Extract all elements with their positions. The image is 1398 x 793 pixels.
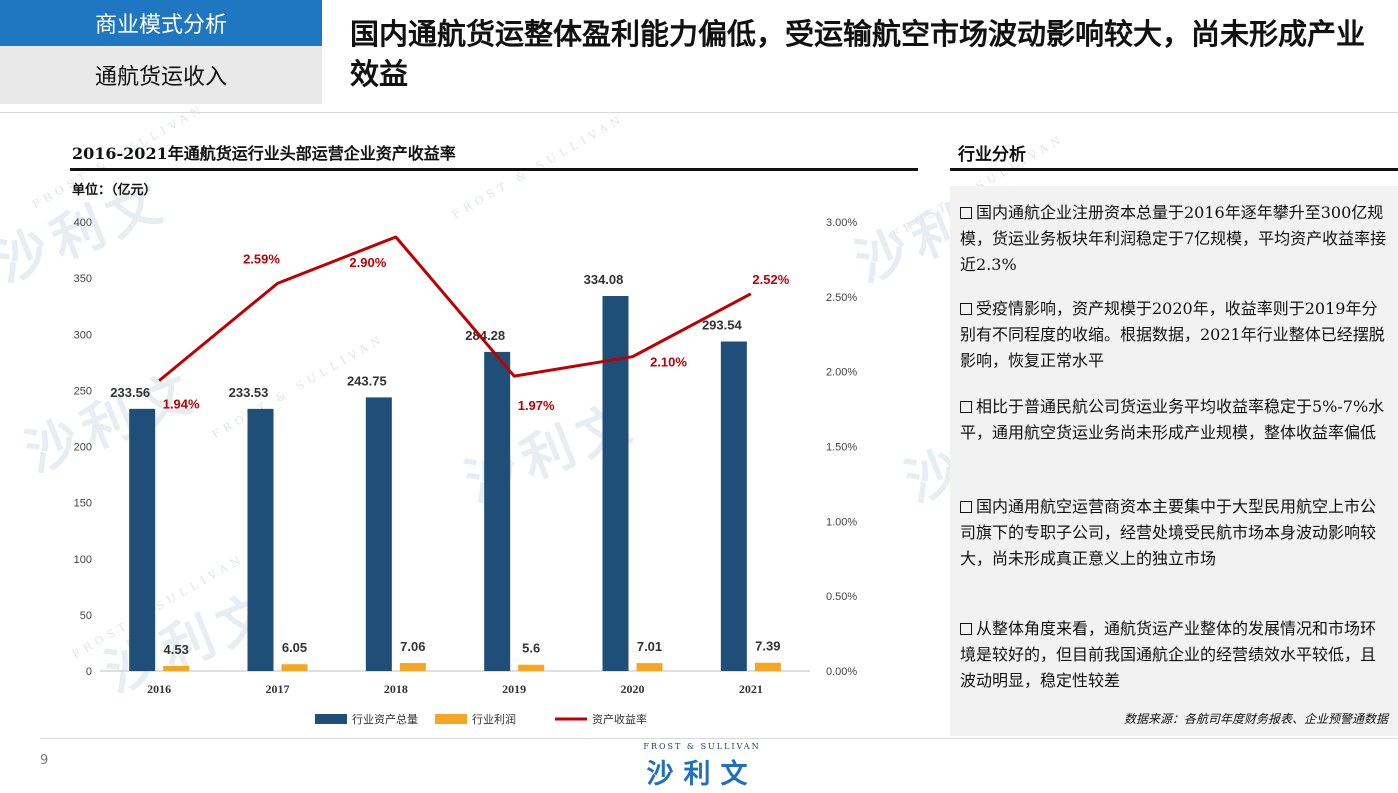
line-data-label: 1.97% (518, 398, 555, 413)
legend-label: 行业利润 (472, 712, 516, 726)
y-right-tick-label: 2.00% (826, 367, 857, 379)
checkbox-icon (960, 401, 972, 413)
line-data-label: 2.10% (650, 355, 687, 370)
checkbox-icon (960, 501, 972, 513)
chart-unit-label: 单位：（亿元） (72, 183, 157, 198)
sub-section-tag: 通航货运收入 (0, 46, 322, 104)
bar (281, 664, 308, 671)
bar (636, 663, 663, 671)
y-right-tick-label: 2.50% (826, 292, 857, 304)
y-left-tick-label: 0 (86, 666, 92, 678)
bar (754, 662, 781, 671)
data-source: 数据来源：各航司年度财务报表、企业预警通数据 (1123, 712, 1388, 726)
bar-data-label: 5.6 (522, 641, 540, 656)
footer-divider (40, 738, 1398, 739)
bar-data-label: 233.56 (110, 385, 150, 400)
x-tick-label: 2018 (384, 682, 408, 696)
bar (399, 663, 426, 671)
section-tag: 商业模式分析 (0, 0, 322, 46)
analysis-bullet-text: 从整体角度来看，通航货运产业整体的发展情况和市场环境是较好的，但目前我国通航企业… (960, 619, 1377, 690)
checkbox-icon (960, 207, 972, 219)
legend-label: 行业资产总量 (352, 712, 418, 726)
y-left-tick-label: 250 (74, 385, 92, 397)
bar (720, 341, 747, 671)
analysis-bullet-text: 国内通航企业注册资本总量于2016年逐年攀升至300亿规模，货运业务板块年利润稳… (960, 203, 1387, 274)
analysis-bullet: 国内通航企业注册资本总量于2016年逐年攀升至300亿规模，货运业务板块年利润稳… (960, 200, 1388, 278)
x-tick-label: 2017 (266, 682, 290, 696)
x-tick-label: 2016 (147, 682, 171, 696)
legend-swatch (435, 714, 467, 724)
checkbox-icon (960, 303, 972, 315)
legend-swatch (315, 714, 347, 724)
analysis-panel: 国内通航企业注册资本总量于2016年逐年攀升至300亿规模，货运业务板块年利润稳… (950, 186, 1398, 736)
analysis-bullet-text: 国内通用航空运营商资本主要集中于大型民用航空上市公司旗下的专职子公司，经营处境受… (960, 497, 1377, 568)
analysis-bullet: 从整体角度来看，通航货运产业整体的发展情况和市场环境是较好的，但目前我国通航企业… (960, 616, 1388, 694)
y-right-tick-label: 1.00% (826, 516, 857, 528)
y-left-tick-label: 300 (74, 329, 92, 341)
footer-logo-en: FROST & SULLIVAN (643, 742, 761, 751)
analysis-bullet: 相比于普通民航公司货运业务平均收益率稳定于5%-7%水平，通用航空货运业务尚未形… (960, 394, 1388, 446)
header-divider (0, 112, 1398, 113)
bar-data-label: 7.01 (637, 639, 662, 654)
chart-title: 2016-2021年通航货运行业头部运营企业资产收益率 (72, 144, 456, 163)
analysis-bullet: 受疫情影响，资产规模于2020年，收益率则于2019年分别有不同程度的收缩。根据… (960, 296, 1388, 374)
page-headline: 国内通航货运整体盈利能力偏低，受运输航空市场波动影响较大，尚未形成产业效益 (350, 17, 1366, 91)
bar (163, 665, 190, 671)
y-left-tick-label: 200 (74, 442, 92, 454)
bar-data-label: 7.39 (755, 639, 780, 654)
bar (129, 408, 156, 671)
analysis-title: 行业分析 (958, 145, 1026, 165)
bar-data-label: 334.08 (584, 272, 624, 287)
bar-data-label: 7.06 (400, 639, 425, 654)
y-right-tick-label: 0.00% (826, 666, 857, 678)
footer-logo: 沙利文 (646, 759, 758, 790)
analysis-bullet: 国内通用航空运营商资本主要集中于大型民用航空上市公司旗下的专职子公司，经营处境受… (960, 494, 1388, 572)
bar-data-label: 233.53 (229, 385, 269, 400)
analysis-bullet-text: 受疫情影响，资产规模于2020年，收益率则于2019年分别有不同程度的收缩。根据… (960, 299, 1385, 370)
bar (365, 397, 392, 671)
bar (247, 408, 274, 671)
y-right-tick-label: 3.00% (826, 217, 857, 229)
y-right-tick-label: 0.50% (826, 591, 857, 603)
page-number: 9 (40, 753, 49, 768)
chart-title-rule (70, 168, 918, 171)
bar (518, 664, 545, 671)
x-tick-label: 2019 (502, 682, 526, 696)
line-series (158, 235, 752, 382)
line-data-label: 1.94% (163, 397, 200, 412)
y-left-tick-label: 100 (74, 554, 92, 566)
line-data-label: 2.52% (752, 272, 789, 287)
y-right-tick-label: 1.50% (826, 442, 857, 454)
combo-chart: 0 50 100 150 200 250 300 350 400 0.00% 0.50% 1.00% 1… (74, 217, 858, 726)
x-tick-label: 2020 (621, 682, 645, 696)
checkbox-icon (960, 623, 972, 635)
analysis-bullet-text: 相比于普通民航公司货运业务平均收益率稳定于5%-7%水平，通用航空货运业务尚未形… (960, 397, 1385, 442)
bar-data-label: 6.05 (282, 640, 307, 655)
bar-data-label: 293.54 (702, 318, 743, 333)
y-left-tick-label: 400 (74, 217, 92, 229)
bar (602, 295, 629, 671)
bar-data-label: 4.53 (164, 642, 189, 657)
x-tick-label: 2021 (739, 682, 763, 696)
bar (484, 351, 511, 671)
y-left-tick-label: 150 (74, 498, 92, 510)
y-left-tick-label: 350 (74, 273, 92, 285)
y-left-tick-label: 50 (80, 610, 92, 622)
analysis-title-rule (950, 168, 1398, 171)
line-data-label: 2.59% (243, 251, 280, 266)
bar-data-label: 243.75 (347, 373, 387, 388)
line-data-label: 2.90% (349, 255, 386, 270)
legend-label: 资产收益率 (592, 712, 647, 726)
